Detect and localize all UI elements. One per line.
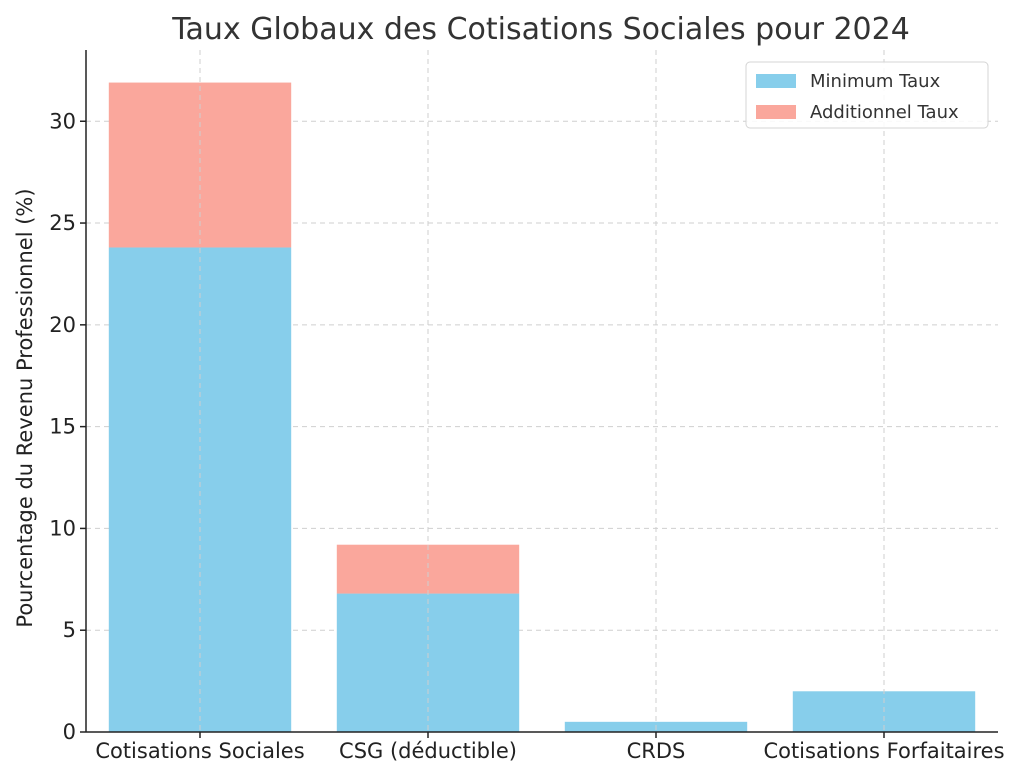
bar-additionnel	[336, 544, 520, 594]
x-tick-label: CRDS	[627, 739, 686, 763]
chart-title: Taux Globaux des Cotisations Sociales po…	[171, 12, 910, 47]
y-tick-label: 0	[63, 720, 76, 744]
legend-label: Minimum Taux	[810, 71, 941, 92]
axes	[80, 50, 998, 738]
y-tick-label: 30	[49, 109, 76, 133]
legend-swatch	[756, 74, 796, 88]
y-axis-label: Pourcentage du Revenu Professionnel (%)	[13, 188, 37, 627]
bar-additionnel	[108, 82, 292, 248]
y-tick-label: 15	[49, 415, 76, 439]
x-tick-label: Cotisations Sociales	[95, 739, 304, 763]
legend-box	[745, 61, 989, 129]
legend: Minimum Taux Additionnel Taux	[745, 61, 989, 129]
legend-swatch	[756, 105, 796, 119]
x-tick-label: CSG (déductible)	[339, 739, 517, 763]
bars	[108, 82, 976, 733]
tick-labels: 0 5 10 15 20 25 30 Cotisations Sociales CSG (déd…	[49, 109, 1004, 763]
legend-label: Additionnel Taux	[810, 102, 959, 123]
y-tick-label: 10	[49, 516, 76, 540]
y-tick-label: 5	[63, 618, 76, 642]
y-tick-label: 20	[49, 313, 76, 337]
x-tick-label: Cotisations Forfaitaires	[763, 739, 1004, 763]
bar-minimum	[108, 247, 292, 733]
y-tick-label: 25	[49, 211, 76, 235]
